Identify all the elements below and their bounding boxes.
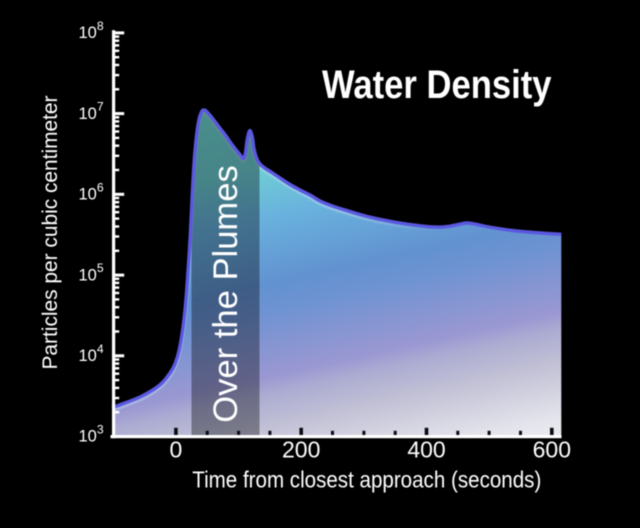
svg-text:0: 0 <box>170 437 183 463</box>
svg-text:Over the Plumes: Over the Plumes <box>207 165 245 423</box>
svg-text:Time from closest approach (se: Time from closest approach (seconds) <box>192 467 541 493</box>
svg-text:Water Density: Water Density <box>322 63 552 107</box>
svg-text:Particles per cubic centimeter: Particles per cubic centimeter <box>38 96 62 370</box>
svg-text:200: 200 <box>282 437 320 463</box>
svg-text:400: 400 <box>407 437 445 463</box>
svg-text:600: 600 <box>533 437 571 463</box>
